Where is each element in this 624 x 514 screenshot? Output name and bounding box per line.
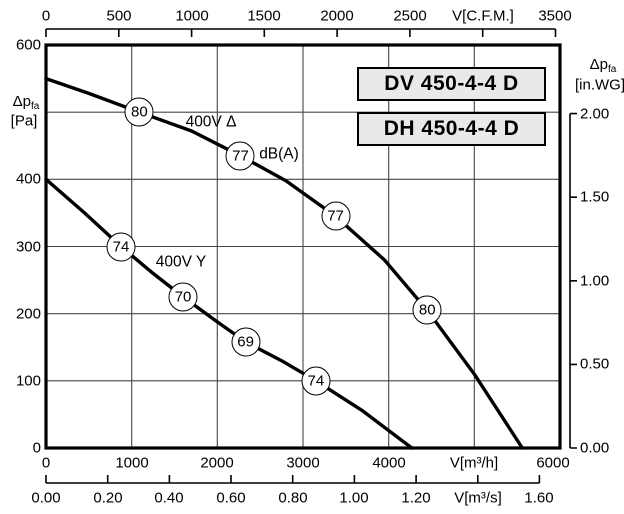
m3s-tick-040: 0.40: [154, 489, 184, 507]
cfm-tick-3500: 3500: [538, 7, 572, 25]
m3h-tick-0: 0: [41, 454, 51, 472]
model-box-dv: DV 450-4-4 D: [357, 67, 546, 101]
fan-curve-delta: [44, 76, 524, 450]
pa-tick-600: 600: [15, 36, 41, 54]
m3h-axis-unit: V[m³/h]: [449, 454, 499, 472]
m3s-tick-100: 1.00: [339, 489, 369, 507]
m3s-tick-120: 1.20: [401, 489, 431, 507]
cfm-tick-1000: 1000: [175, 7, 209, 25]
bottom-m3s-axis: [45, 475, 541, 484]
inwg-tick-200: 2.00: [580, 105, 610, 123]
m3s-tick-160: 1.60: [524, 489, 554, 507]
m3h-tick-1000: 1000: [115, 454, 149, 472]
right-inwg-axis: [569, 112, 577, 449]
cfm-tick-0: 0: [41, 7, 51, 25]
inwg-tick-050: 0.50: [580, 355, 610, 373]
m3h-tick-6000: 6000: [536, 454, 570, 472]
series-label-wye: 400V Y: [155, 253, 207, 271]
right-axis-title: Δpfa: [589, 56, 617, 75]
inwg-tick-000: 0.00: [580, 439, 610, 457]
inwg-tick-150: 1.50: [580, 188, 610, 206]
m3h-tick-2000: 2000: [200, 454, 234, 472]
m3h-tick-3000: 3000: [286, 454, 320, 472]
pa-tick-100: 100: [15, 372, 41, 390]
m3h-tick-4000: 4000: [372, 454, 406, 472]
left-axis-unit: [Pa]: [10, 112, 38, 130]
series-label-delta: 400V Δ: [185, 113, 237, 131]
inwg-tick-100: 1.00: [580, 272, 610, 290]
left-axis-title: Δpfa: [12, 93, 40, 112]
pa-tick-0: 0: [32, 439, 41, 457]
m3s-tick-080: 0.80: [278, 489, 308, 507]
m3s-tick-020: 0.20: [93, 489, 123, 507]
cfm-axis-unit: V[C.F.M.]: [452, 7, 514, 25]
noise-unit-label: dB(A): [259, 145, 299, 163]
top-cfm-axis: [45, 28, 557, 37]
pa-tick-300: 300: [15, 238, 41, 256]
right-axis-unit: [in.WG]: [574, 76, 624, 94]
plot-border: [44, 43, 562, 450]
m3s-tick-060: 0.60: [216, 489, 246, 507]
cfm-tick-2000: 2000: [320, 7, 354, 25]
pa-tick-400: 400: [15, 170, 41, 188]
model-box-dh: DH 450-4-4 D: [357, 112, 546, 146]
pa-tick-200: 200: [15, 305, 41, 323]
cfm-tick-2500: 2500: [393, 7, 427, 25]
m3s-axis-unit: V[m³/s]: [454, 489, 502, 507]
cfm-tick-1500: 1500: [247, 7, 281, 25]
m3s-tick-000: 0.00: [31, 489, 61, 507]
cfm-tick-500: 500: [106, 7, 132, 25]
